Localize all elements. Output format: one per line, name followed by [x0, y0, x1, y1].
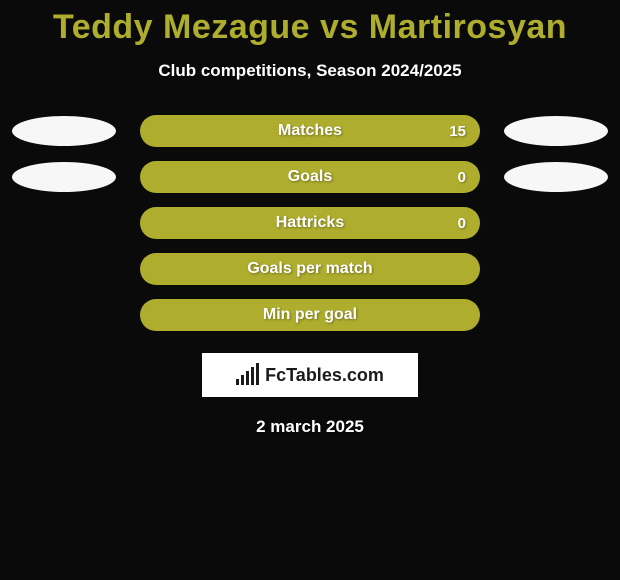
stat-label: Hattricks: [276, 214, 344, 232]
stat-row: Goals per match: [0, 253, 620, 285]
stat-label: Min per goal: [263, 306, 357, 324]
right-player-oval: [504, 162, 608, 192]
comparison-widget: Teddy Mezague vs Martirosyan Club compet…: [0, 0, 620, 580]
subtitle: Club competitions, Season 2024/2025: [0, 61, 620, 81]
stat-bar: Min per goal: [140, 299, 480, 331]
logo-bars-icon: [236, 365, 259, 385]
logo-box[interactable]: FcTables.com: [202, 353, 418, 397]
date-label: 2 march 2025: [0, 417, 620, 437]
stats-list: Matches 15 Goals 0 Hattricks 0 Goals per match…: [0, 115, 620, 331]
stat-value: 0: [458, 169, 466, 186]
left-player-oval: [12, 116, 116, 146]
stat-value: 0: [458, 215, 466, 232]
stat-row: Hattricks 0: [0, 207, 620, 239]
stat-bar: Goals per match: [140, 253, 480, 285]
stat-label: Goals per match: [247, 260, 372, 278]
left-player-oval: [12, 162, 116, 192]
stat-value: 15: [449, 123, 466, 140]
right-player-oval: [504, 116, 608, 146]
stat-label: Matches: [278, 122, 342, 140]
stat-row: Goals 0: [0, 161, 620, 193]
logo-text: FcTables.com: [265, 365, 384, 386]
stat-bar: Hattricks 0: [140, 207, 480, 239]
stat-label: Goals: [288, 168, 332, 186]
stat-row: Min per goal: [0, 299, 620, 331]
stat-row: Matches 15: [0, 115, 620, 147]
stat-bar: Goals 0: [140, 161, 480, 193]
stat-bar: Matches 15: [140, 115, 480, 147]
page-title: Teddy Mezague vs Martirosyan: [0, 0, 620, 47]
